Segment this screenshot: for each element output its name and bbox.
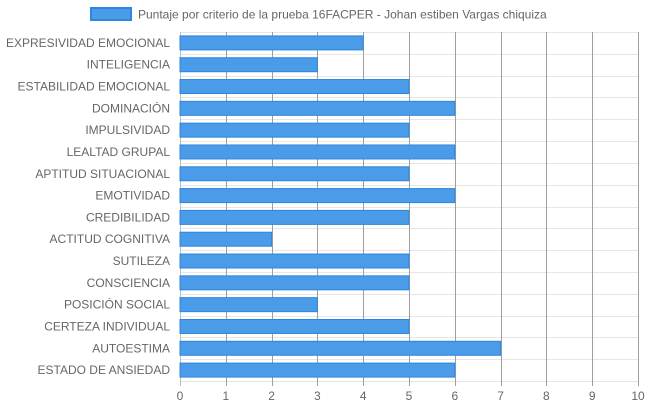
bar[interactable] (179, 275, 410, 291)
category-label: ACTITUD COGNITIVA (50, 232, 170, 246)
category-label: IMPULSIVIDAD (85, 123, 170, 137)
bars (179, 35, 502, 378)
category-label: ESTADO DE ANSIEDAD (38, 363, 171, 377)
x-tick-label: 10 (631, 389, 645, 403)
x-tick-label: 7 (497, 389, 504, 403)
category-label: CONSCIENCIA (87, 276, 170, 290)
x-tick-label: 1 (222, 389, 229, 403)
x-tick-label: 5 (406, 389, 413, 403)
category-label: APTITUD SITUACIONAL (35, 167, 170, 181)
category-label: AUTOESTIMA (92, 341, 170, 355)
x-tick-label: 4 (360, 389, 367, 403)
bar[interactable] (179, 297, 318, 313)
bar[interactable] (179, 209, 410, 225)
bar[interactable] (179, 166, 410, 182)
bar[interactable] (179, 79, 410, 95)
x-tick-label: 2 (268, 389, 275, 403)
x-axis-ticks: 0 1 2 3 4 5 6 7 8 9 10 (177, 389, 645, 403)
bar[interactable] (179, 188, 456, 204)
category-label: SUTILEZA (113, 254, 170, 268)
category-label: EMOTIVIDAD (95, 189, 170, 203)
bar[interactable] (179, 57, 318, 73)
category-label: LEALTAD GRUPAL (67, 145, 171, 159)
x-tick-label: 8 (543, 389, 550, 403)
bar[interactable] (179, 318, 410, 334)
legend-swatch[interactable] (90, 7, 132, 21)
bar[interactable] (179, 144, 456, 160)
legend-label[interactable]: Puntaje por criterio de la prueba 16FACP… (138, 8, 547, 22)
category-label: CERTEZA INDIVIDUAL (44, 319, 170, 333)
x-tick-label: 0 (177, 389, 184, 403)
bar[interactable] (179, 35, 364, 51)
x-tick-label: 6 (451, 389, 458, 403)
category-label: POSICIÓN SOCIAL (64, 297, 170, 312)
category-labels: EXPRESIVIDAD EMOCIONAL INTELIGENCIA ESTABI… (6, 36, 170, 377)
bar[interactable] (179, 340, 502, 356)
bar[interactable] (179, 362, 456, 378)
bar[interactable] (179, 122, 410, 138)
category-label: INTELIGENCIA (87, 58, 170, 72)
category-label: EXPRESIVIDAD EMOCIONAL (6, 36, 170, 50)
x-tick-label: 9 (589, 389, 596, 403)
bar[interactable] (179, 253, 410, 269)
bar[interactable] (179, 100, 456, 116)
category-label: DOMINACIÓN (92, 100, 170, 115)
legend[interactable]: Puntaje por criterio de la prueba 16FACP… (90, 7, 547, 22)
x-tick-label: 3 (314, 389, 321, 403)
category-label: CREDIBILIDAD (86, 210, 170, 224)
category-label: ESTABILIDAD EMOCIONAL (18, 80, 171, 94)
bar[interactable] (179, 231, 273, 247)
